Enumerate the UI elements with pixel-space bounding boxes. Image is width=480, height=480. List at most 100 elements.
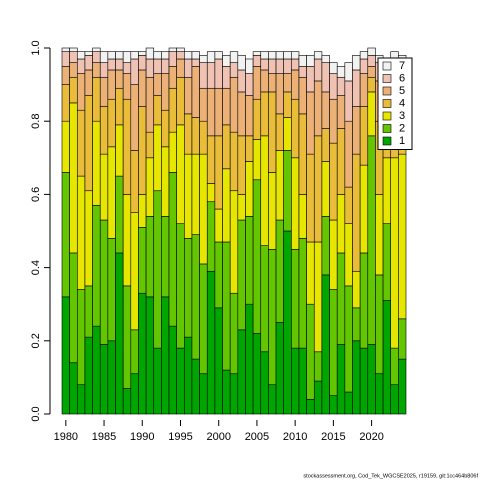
bar-segment [252,66,262,100]
bar-segment [138,227,147,294]
bar-segment [92,205,101,327]
bar-segment [61,66,70,85]
legend-label: 4 [399,97,405,109]
bar-segment [122,98,132,195]
bar-segment [92,62,101,78]
legend-swatch [382,74,392,83]
bar-segment [398,358,407,415]
legend-label: 7 [399,60,405,72]
bar-segment [367,47,376,56]
bar-segment [367,344,376,415]
bar-segment [107,58,116,71]
bar-segment [359,51,369,60]
bar-segment [161,296,170,415]
bar-segment [336,128,346,195]
bar-segment [161,73,170,111]
bar-segment [298,194,307,239]
bar-segment [268,58,277,74]
bar-segment [313,135,323,243]
bar-segment [214,58,223,89]
bar-segment [69,76,78,104]
bar-segment [145,47,155,60]
bar-segment [268,51,277,60]
bar-segment [344,285,353,393]
bar-segment [145,157,155,217]
bar-segment [229,76,239,133]
y-tick-label: 0.4 [30,260,42,275]
bar-segment [275,113,284,151]
bar-segment [61,172,70,298]
bar-segment [107,69,116,100]
legend-label: 2 [399,122,405,134]
bar-segment [229,190,239,294]
bar-segment [237,329,246,415]
bar-segment [344,62,353,82]
bar-segment [115,87,124,126]
y-tick-label: 0.2 [30,333,42,348]
bar-segment [352,340,361,415]
bar-segment [245,135,254,162]
bar-segment [237,69,246,93]
bar-segment [298,113,307,195]
bar-segment [222,168,231,243]
bar-segment [199,153,208,265]
bar-segment [130,84,139,151]
bar-segment [229,373,239,415]
bar-segment [69,362,78,415]
bar-segment [115,58,124,71]
bar-segment [306,153,315,243]
bar-segment [199,87,208,122]
legend-swatch [382,136,392,146]
bar-segment [252,333,262,415]
x-tick-label: 1980 [54,431,78,443]
bar-segment [252,179,262,334]
bar-segment [298,66,307,78]
bar-segment [138,106,147,195]
bar-segment [138,55,147,71]
bar-segment [275,73,284,115]
bar-segment [375,274,384,375]
bar-segment [130,150,139,213]
bar-segment [191,153,200,235]
legend-swatch [382,61,392,71]
bar-segment [329,219,338,290]
bar-segment [115,51,124,60]
bar-segment [92,51,101,63]
bar-segment [306,399,315,415]
bar-segment [145,216,155,298]
bar-segment [367,66,376,78]
bar-segment [206,270,216,415]
bar-segment [191,51,200,60]
bar-segment [382,157,392,224]
bar-segment [84,69,93,96]
bar-segment [375,194,384,276]
bar-segment [61,84,70,122]
bar-segment [344,186,353,224]
bar-segment [168,325,177,415]
x-tick-label: 2000 [206,431,230,443]
bar-segment [168,47,177,52]
bar-segment [168,87,177,133]
bar-segment [321,62,330,93]
bar-segment [99,62,109,78]
bar-segment [367,76,376,93]
bar-segment [359,73,369,107]
bar-segment [321,216,330,276]
bar-segment [344,391,353,415]
bar-segment [291,347,300,415]
bar-segment [76,175,86,290]
bar-segment [69,102,78,254]
bar-segment [206,183,216,203]
bar-segment [153,58,162,74]
bar-segment [229,292,239,375]
bar-segment [291,69,300,100]
bar-segment [130,58,139,85]
bar-segment [61,120,70,173]
bar-segment [298,347,307,415]
y-tick-label: 0.0 [30,406,42,421]
legend-swatch [382,86,392,96]
bar-segment [268,384,277,415]
bar-segment [153,95,162,126]
bar-segment [283,117,292,151]
